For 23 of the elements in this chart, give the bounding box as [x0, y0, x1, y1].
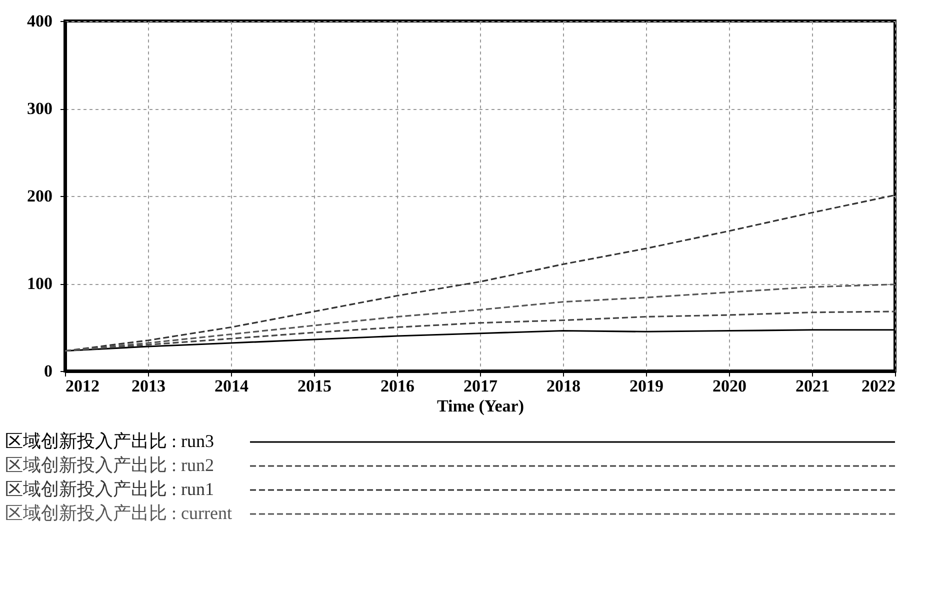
x-tick-label: 2014	[214, 376, 249, 396]
text: 区域创新投入产出比 : run2	[5, 455, 214, 475]
x-tick-label: 2012	[66, 376, 100, 396]
x-tick-label: 2017	[464, 376, 498, 396]
text: 区域创新投入产出比 : run1	[5, 479, 214, 499]
x-tick-label: 2015	[298, 376, 332, 396]
y-tick-label: 100	[27, 274, 52, 293]
x-tick-label: 2018	[546, 376, 580, 396]
y-tick-label: 400	[27, 12, 52, 30]
x-tick-label: 2021	[796, 376, 830, 396]
text: 区域创新投入产出比 : current	[5, 503, 232, 523]
y-tick-label: 0	[44, 362, 52, 380]
x-axis-title: Time (Year)	[436, 396, 524, 416]
x-tick-label: 2022	[862, 376, 896, 396]
x-tick-label: 2019	[630, 376, 664, 396]
x-tick-label: 2016	[380, 376, 414, 396]
x-tick-label: 2020	[712, 376, 746, 396]
line-series	[65, 284, 895, 352]
text: 区域创新投入产出比 : run3	[5, 431, 214, 451]
y-tick-label: 300	[27, 99, 52, 118]
x-tick-label: 2013	[132, 376, 166, 396]
line-series	[65, 194, 895, 352]
y-tick-label: 200	[27, 186, 52, 206]
